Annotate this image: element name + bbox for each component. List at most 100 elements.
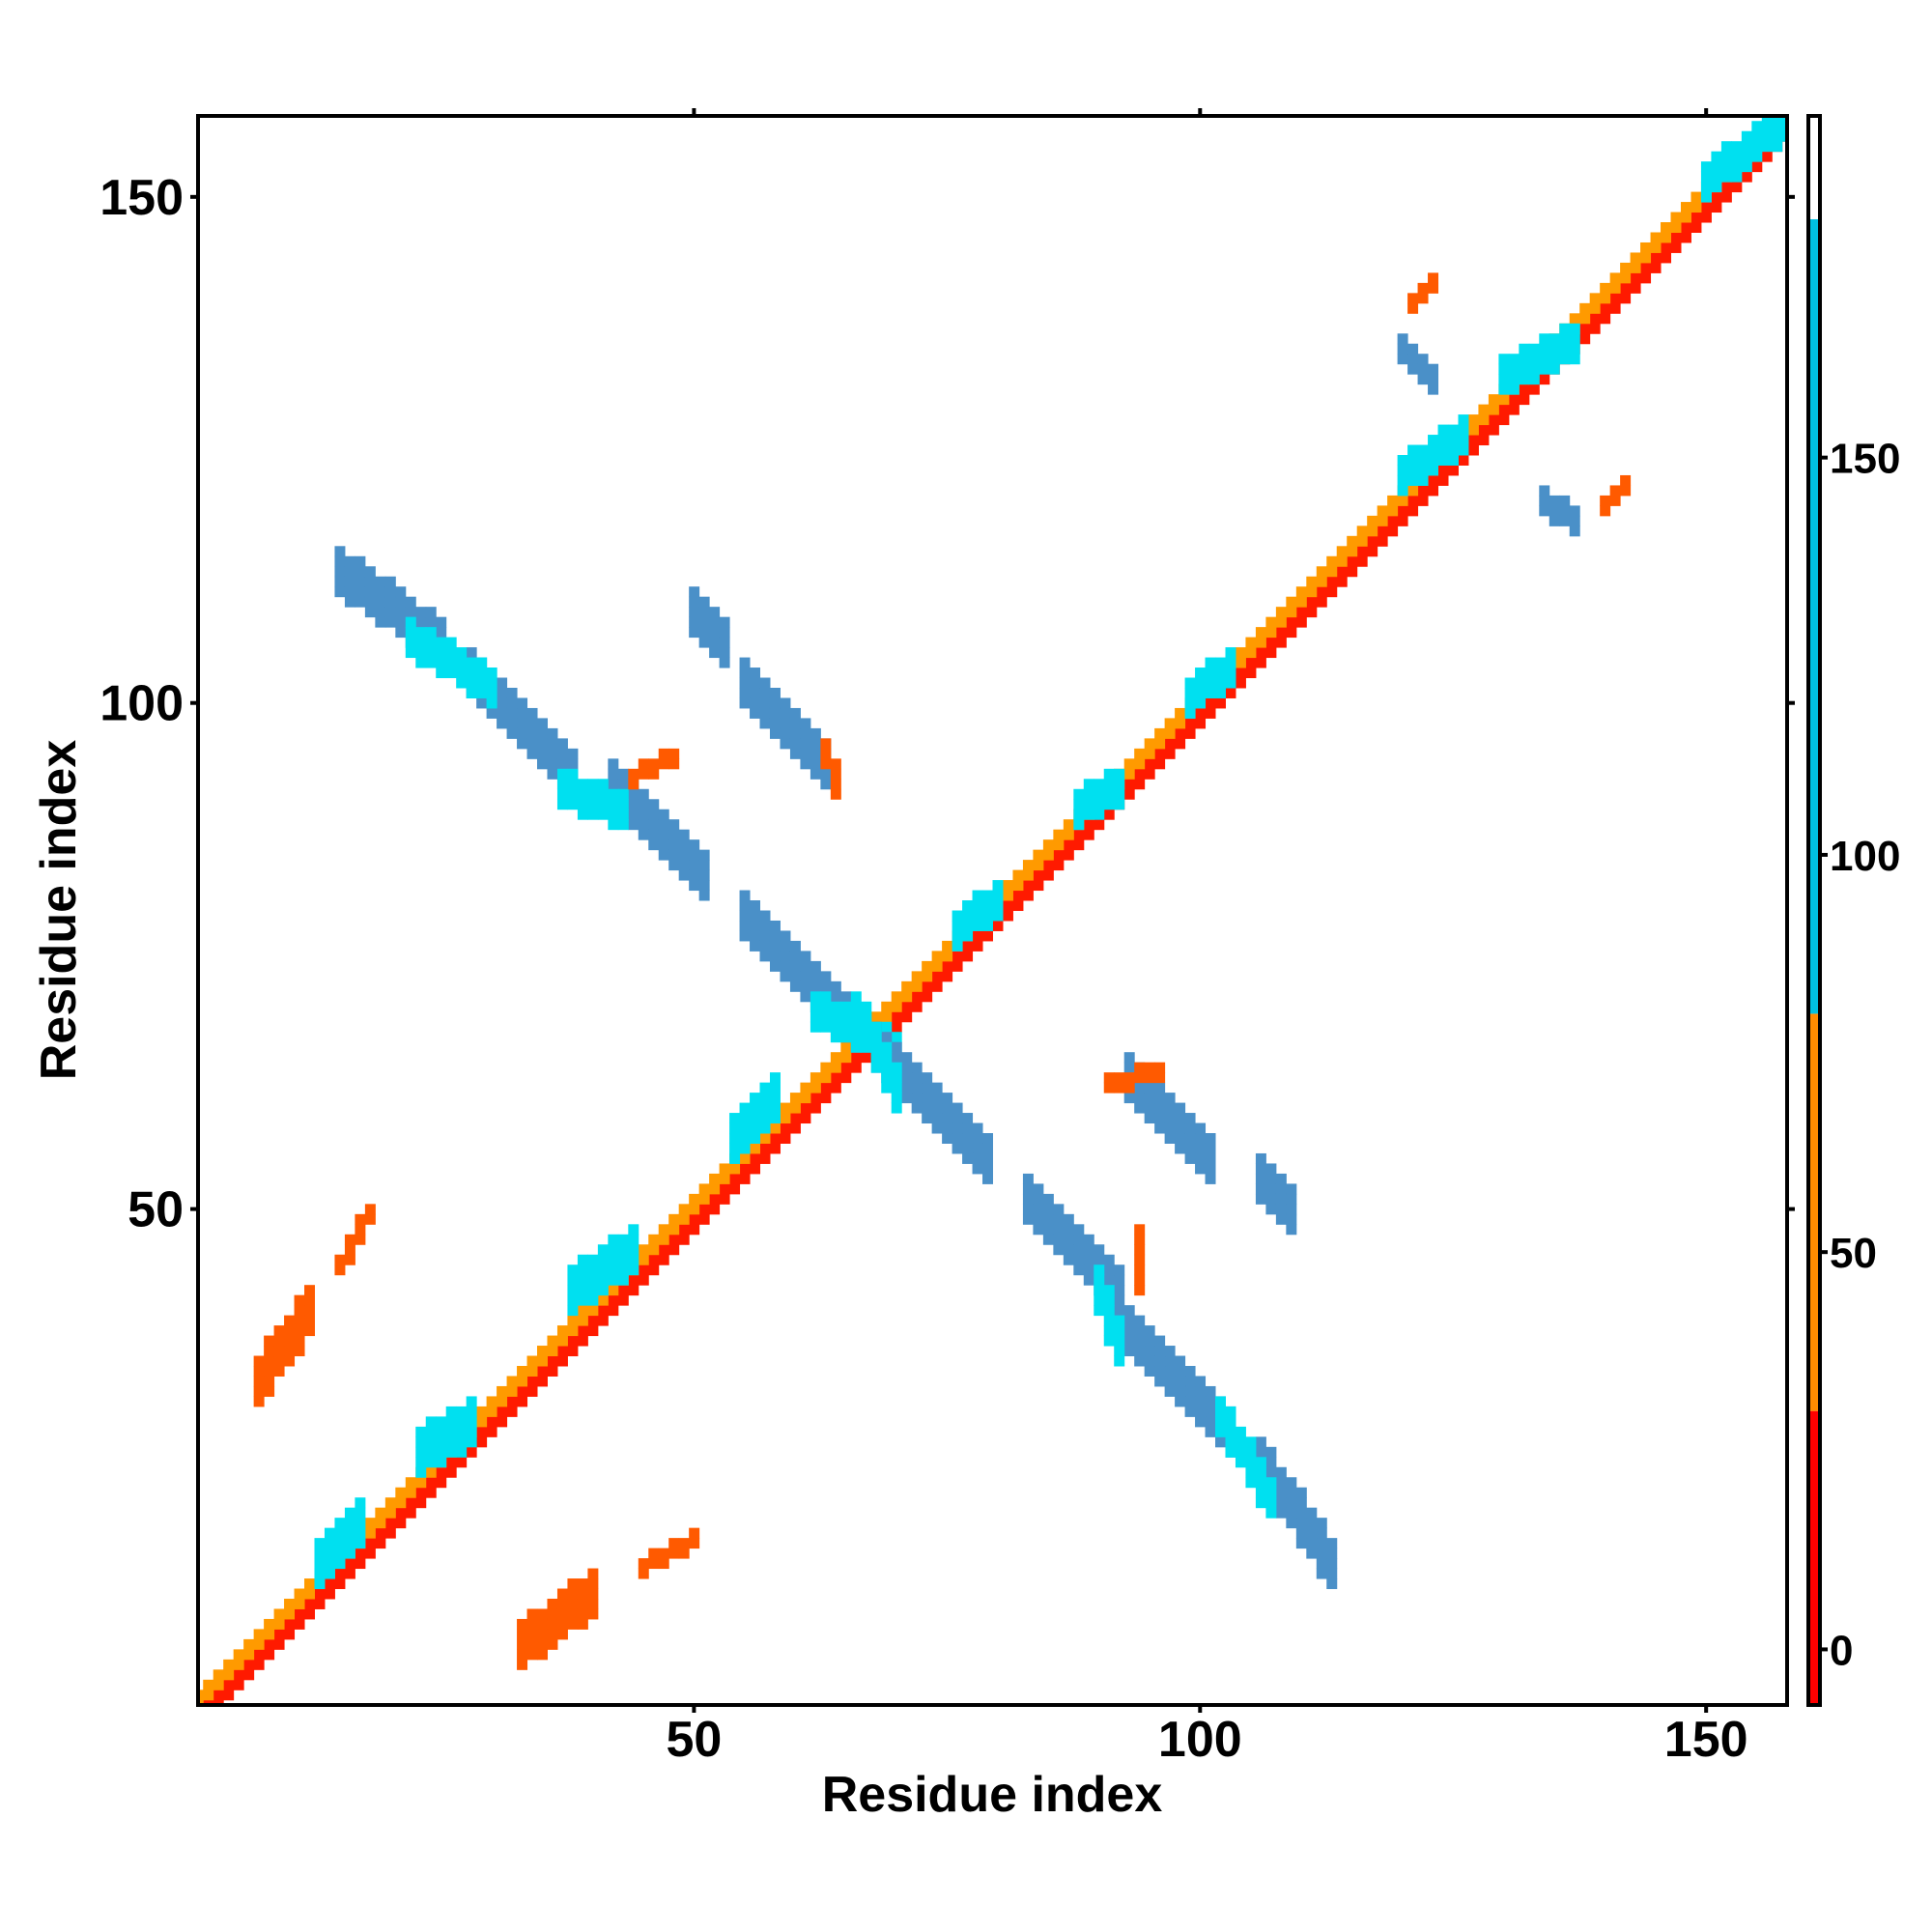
heatmap-cell [1164,1122,1176,1134]
heatmap-cell [911,1093,923,1104]
heatmap-cell [1033,860,1044,871]
heatmap-cell [1063,839,1074,851]
heatmap-cell [739,1143,751,1154]
heatmap-cell [1731,161,1743,173]
heatmap-cell [1761,151,1773,162]
heatmap-cell [395,1497,407,1509]
heatmap-cell [1195,1376,1207,1387]
heatmap-cell [1569,515,1580,526]
heatmap-cell [344,1568,355,1579]
heatmap-cell [476,657,488,668]
heatmap-cell [608,758,619,770]
heatmap-cell [972,910,983,922]
heatmap-cell [1184,1376,1196,1387]
heatmap-cell [769,718,781,729]
heatmap-cell [668,819,680,831]
heatmap-cell [608,1254,619,1265]
heatmap-cell [1103,1294,1115,1306]
heatmap-cell [405,616,416,628]
heatmap-cell [617,1254,629,1265]
heatmap-cell [1235,668,1246,679]
heatmap-cell [678,829,690,840]
heatmap-cell [304,1588,315,1600]
heatmap-cell [739,1173,751,1184]
heatmap-cell [567,748,579,759]
heatmap-cell [1316,596,1327,608]
heatmap-cell [1245,1446,1257,1458]
heatmap-cell [628,1234,639,1245]
heatmap-cell [658,1254,669,1265]
heatmap-cell [1073,1264,1085,1276]
heatmap-cell [780,1113,791,1124]
heatmap-cell [445,657,457,668]
heatmap-cell [750,1143,761,1154]
x-tick-label: 50 [666,1712,722,1768]
heatmap-cell [962,1152,974,1164]
heatmap-cell [1295,607,1307,618]
heatmap-cell [1083,788,1094,800]
heatmap-cell [1316,1518,1327,1529]
heatmap-cell [436,1436,447,1448]
heatmap-cell [547,1346,558,1357]
heatmap-cell [1600,505,1611,517]
heatmap-cell [456,1436,468,1448]
heatmap-cell [689,627,700,639]
heatmap-cell [384,586,396,598]
heatmap-cell [1022,880,1034,892]
heatmap-cell [284,1629,296,1640]
heatmap-cell [780,930,791,942]
heatmap-cell [1559,505,1571,517]
heatmap-cell [1175,1122,1186,1134]
heatmap-cell [577,1274,588,1286]
heatmap-cell [1103,1264,1115,1276]
heatmap-cell [810,1072,821,1084]
heatmap-cell [1467,444,1479,456]
heatmap-cell [567,758,579,770]
heatmap-cell [1417,374,1429,385]
heatmap-cell [1326,566,1338,578]
heatmap-cell [273,1618,285,1630]
heatmap-cell [1437,424,1449,436]
heatmap-cell [517,1396,528,1407]
heatmap-cell [476,1406,488,1417]
heatmap-cell [304,1305,315,1317]
heatmap-cell [1175,727,1186,739]
heatmap-cell [243,1659,255,1670]
heatmap-cell [1123,1335,1135,1347]
heatmap-cell [1255,1466,1266,1478]
heatmap-cell [1630,262,1641,273]
heatmap-cell [1286,1497,1297,1509]
heatmap-cell [780,951,791,962]
heatmap-cell [1286,1213,1297,1225]
heatmap-cell [577,1588,588,1600]
heatmap-cell [304,1598,315,1609]
heatmap-cell [1539,363,1550,375]
heatmap-cell [810,758,821,770]
heatmap-cell [1417,485,1429,497]
heatmap-cell [1428,455,1439,466]
heatmap-cell [1690,212,1702,223]
heatmap-cell [1265,1204,1277,1215]
heatmap-cell [1620,282,1632,294]
heatmap-cell [1114,1355,1125,1367]
heatmap-cell [364,576,376,587]
heatmap-cell [800,951,811,962]
heatmap-cell [203,1710,213,1720]
heatmap-cell [384,596,396,608]
heatmap-cell [709,627,721,639]
heatmap-cell [1002,880,1013,892]
heatmap-cell [1235,1426,1246,1437]
heatmap-cell [1225,1406,1236,1417]
heatmap-cell [1154,1335,1166,1347]
heatmap-cell [658,748,669,759]
heatmap-cell [284,1608,296,1620]
heatmap-cell [1772,116,1783,122]
heatmap-cell [1225,677,1236,689]
heatmap-cell [850,1032,862,1043]
heatmap-cell [992,890,1004,901]
heatmap-cell [800,718,811,729]
heatmap-cell [577,1335,588,1347]
heatmap-cell [628,1224,639,1236]
heatmap-cell [1053,849,1065,861]
